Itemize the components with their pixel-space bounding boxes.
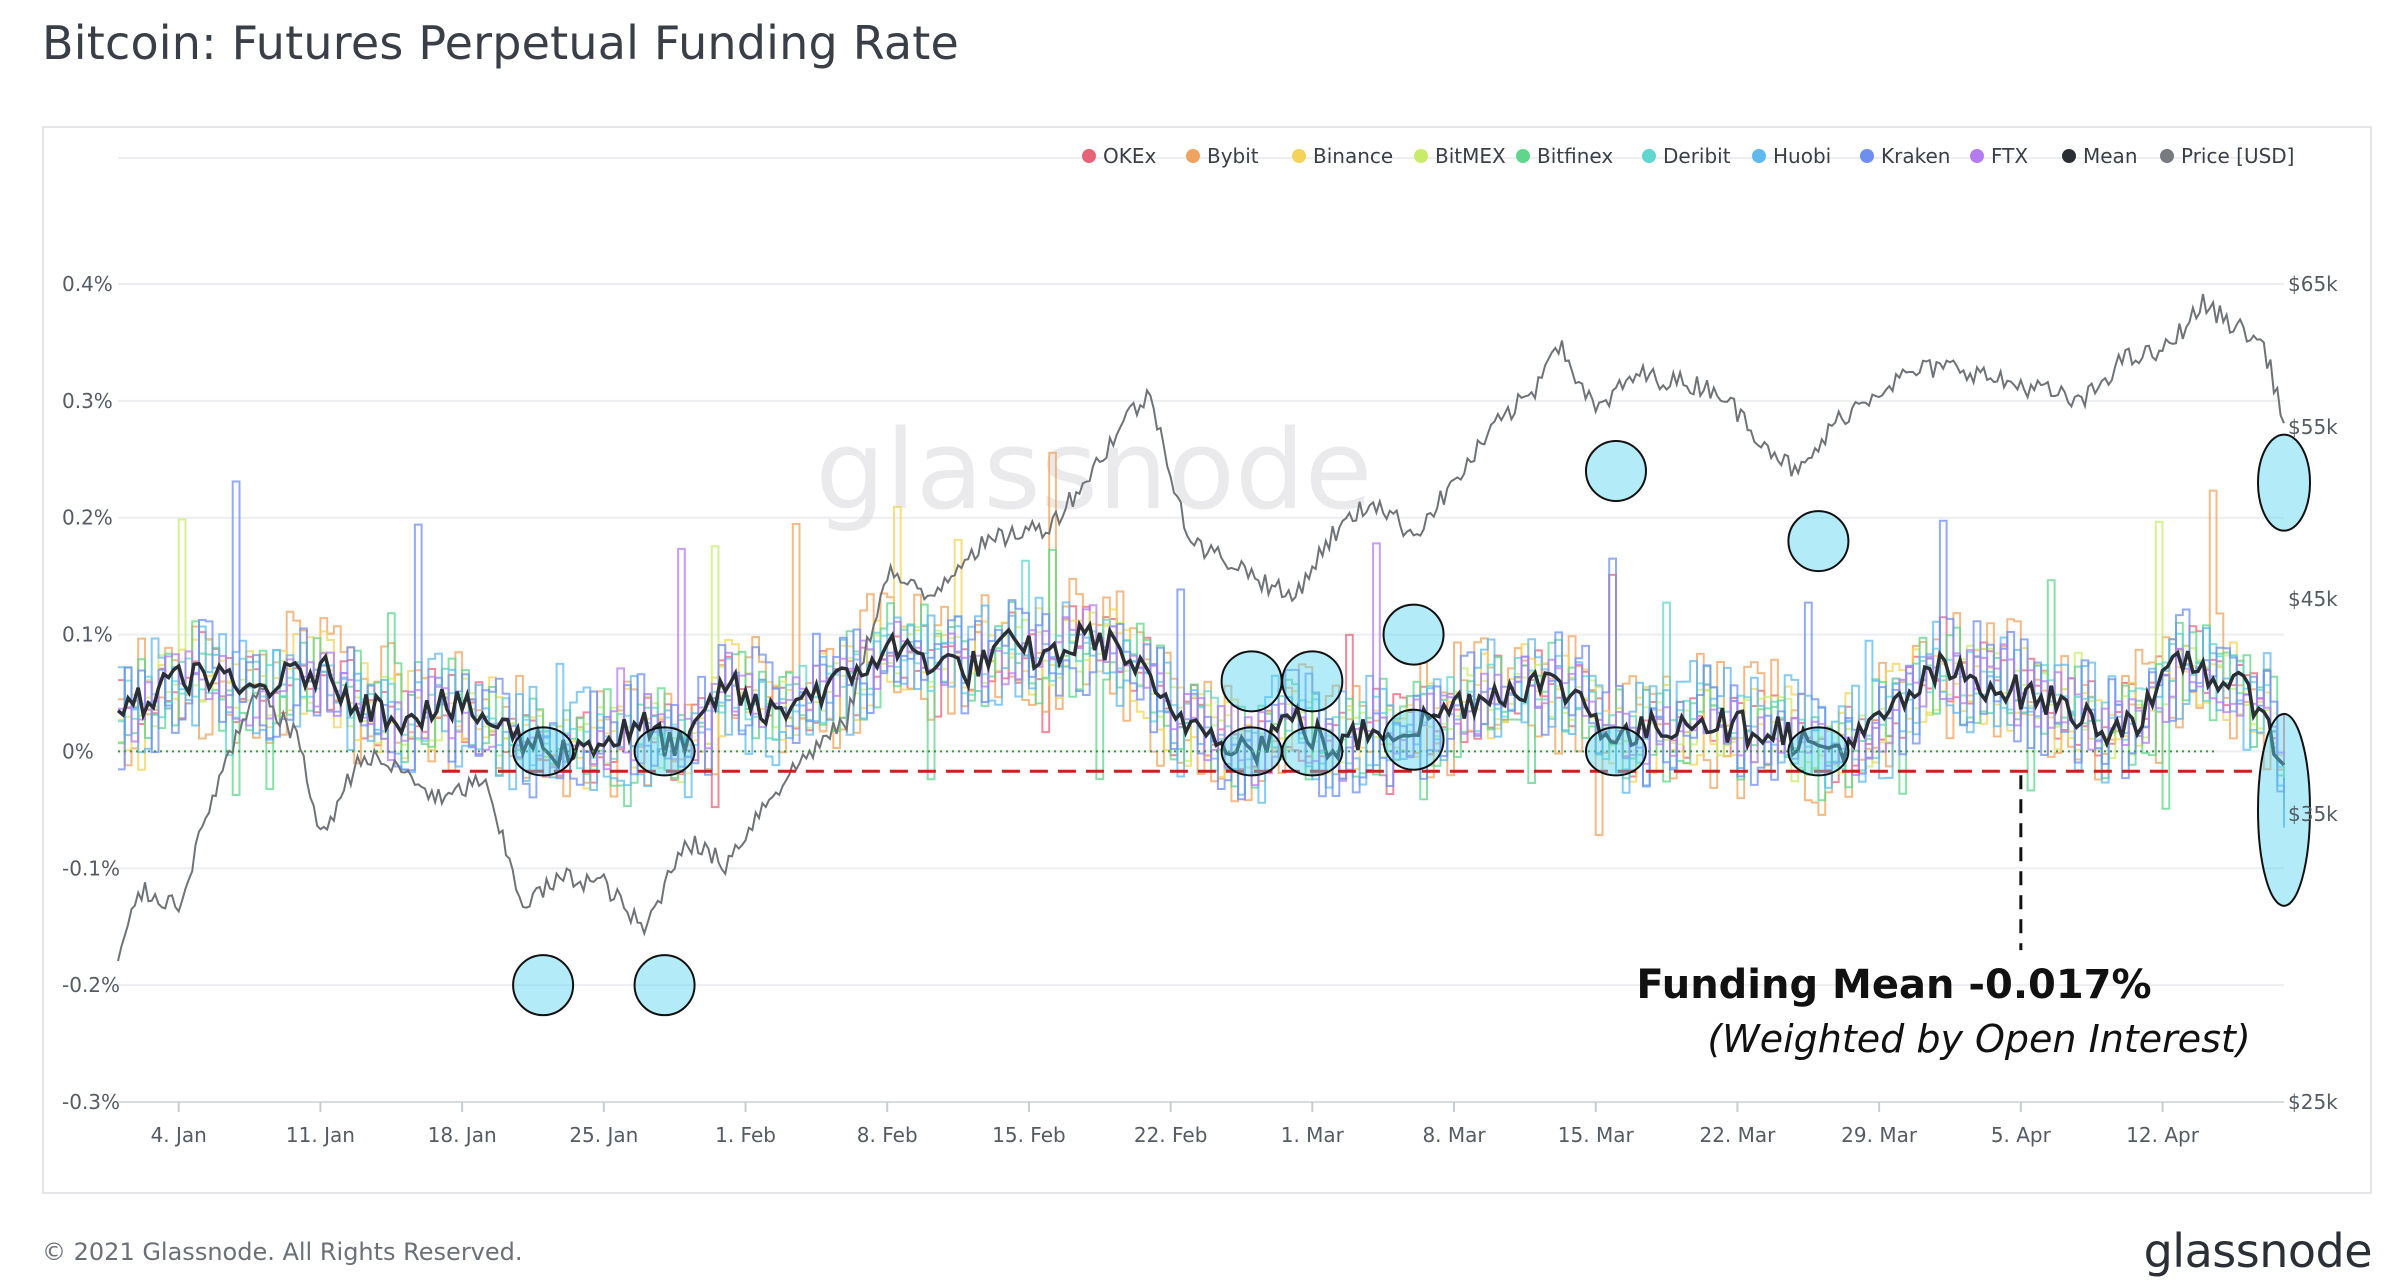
highlight-circle (633, 954, 696, 1017)
highlight-circle (2257, 712, 2311, 907)
legend-dot-kraken (1860, 149, 1874, 163)
copyright-text: © 2021 Glassnode. All Rights Reserved. (42, 1238, 523, 1266)
x-tick-label: 11. Jan (286, 1123, 355, 1147)
x-tick-label: 15. Feb (992, 1123, 1066, 1147)
y-right-tick-label: $45k (2288, 587, 2338, 611)
legend-dot-ftx (1970, 149, 1984, 163)
y-left-tick-label: 0.2% (62, 506, 113, 530)
legend-dot-mean (2062, 149, 2076, 163)
highlight-circle (512, 954, 575, 1017)
legend-dot-huobi (1752, 149, 1766, 163)
x-tick-label: 1. Feb (715, 1123, 776, 1147)
watermark-logo: glassnode (816, 406, 1373, 534)
y-right-tick-label: $35k (2288, 802, 2338, 826)
annotation-title: Funding Mean -0.017% (1636, 962, 2151, 1008)
highlight-circle (1281, 650, 1344, 713)
highlight-circle (1382, 708, 1445, 771)
legend-label: BitMEX (1435, 144, 1506, 168)
highlight-circle (2257, 433, 2311, 532)
y-left-tick-label: 0% (62, 739, 94, 763)
x-tick-label: 8. Feb (857, 1123, 918, 1147)
legend-dot-bybit (1186, 149, 1200, 163)
x-tick-label: 29. Mar (1841, 1123, 1918, 1147)
legend-label: Binance (1313, 144, 1393, 168)
y-left-tick-label: 0.1% (62, 623, 113, 647)
x-tick-label: 12. Apr (2126, 1123, 2200, 1147)
highlight-circle (1584, 726, 1647, 777)
chart-frame: glassnode 0.4% 0.3% 0.2% 0.1% 0% -0.1% -0.2% -0… (42, 126, 2372, 1194)
x-tick-label: 5. Apr (1991, 1123, 2052, 1147)
legend-dot-deribit (1642, 149, 1656, 163)
legend-label: Mean (2083, 144, 2138, 168)
price-series (117, 293, 2285, 962)
x-tick-label: 22. Mar (1699, 1123, 1776, 1147)
highlight-circle (1787, 726, 1850, 777)
legend-dot-binance (1292, 149, 1306, 163)
x-tick-label: 22. Feb (1134, 1123, 1208, 1147)
y-left-tick-label: -0.3% (62, 1090, 120, 1114)
mean-line (116, 619, 2286, 771)
highlight-circle (1382, 603, 1445, 666)
x-tick-label: 1. Mar (1281, 1123, 1345, 1147)
series-ftx (118, 542, 2285, 787)
chart-svg: glassnode 0.4% 0.3% 0.2% 0.1% 0% -0.1% -0.2% -0… (62, 144, 2338, 1147)
x-tick-label: 4. Jan (151, 1123, 207, 1147)
y-left-tick-label: -0.1% (62, 856, 120, 880)
mean-series (116, 619, 2286, 771)
x-tick-label: 8. Mar (1422, 1123, 1486, 1147)
legend-label: Huobi (1773, 144, 1831, 168)
y-right-tick-label: $25k (2288, 1090, 2338, 1114)
legend-label: Kraken (1881, 144, 1950, 168)
brand-logo: glassnode (2143, 1224, 2373, 1278)
annotation: Funding Mean -0.017% (Weighted by Open I… (1636, 775, 2251, 1061)
y-left-tick-label: 0.3% (62, 389, 113, 413)
price-line (117, 293, 2285, 962)
legend-label: Bitfinex (1537, 144, 1613, 168)
axes: 0.4% 0.3% 0.2% 0.1% 0% -0.1% -0.2% -0.3% $65k $55… (62, 272, 2338, 1147)
legend-dot-okex (1082, 149, 1096, 163)
y-right-tick-label: $55k (2288, 415, 2338, 439)
x-tick-label: 18. Jan (428, 1123, 497, 1147)
legend-dot-bitfinex (1516, 149, 1530, 163)
highlight-circle (1787, 510, 1850, 573)
exchange-series (118, 451, 2285, 836)
legend-label: Deribit (1663, 144, 1731, 168)
x-tick-label: 25. Jan (569, 1123, 638, 1147)
y-left-tick-label: 0.4% (62, 272, 113, 296)
highlight-circle (1281, 726, 1344, 777)
legend-label: OKEx (1103, 144, 1156, 168)
highlight-circle (633, 726, 696, 777)
highlight-circle (1220, 650, 1283, 713)
x-tick-label: 15. Mar (1558, 1123, 1635, 1147)
legend-label: Price [USD] (2181, 144, 2295, 168)
chart-title: Bitcoin: Futures Perpetual Funding Rate (42, 16, 960, 70)
highlight-circle (1584, 439, 1647, 502)
grid-lines (118, 157, 2284, 987)
annotation-subtitle: (Weighted by Open Interest) (1707, 1017, 2250, 1061)
highlight-circle (512, 726, 575, 777)
reference-lines (118, 750, 2260, 773)
legend-dot-price-usd- (2160, 149, 2174, 163)
y-right-tick-label: $65k (2288, 272, 2338, 296)
highlight-circle (1220, 726, 1283, 777)
highlight-circles (512, 433, 2311, 1017)
legend-label: FTX (1991, 144, 2028, 168)
legend-dot-bitmex (1414, 149, 1428, 163)
y-left-tick-label: -0.2% (62, 973, 120, 997)
legend: OKEx Bybit Binance BitMEX Bitfinex Deribit Huo… (1082, 144, 2295, 168)
legend-label: Bybit (1207, 144, 1259, 168)
